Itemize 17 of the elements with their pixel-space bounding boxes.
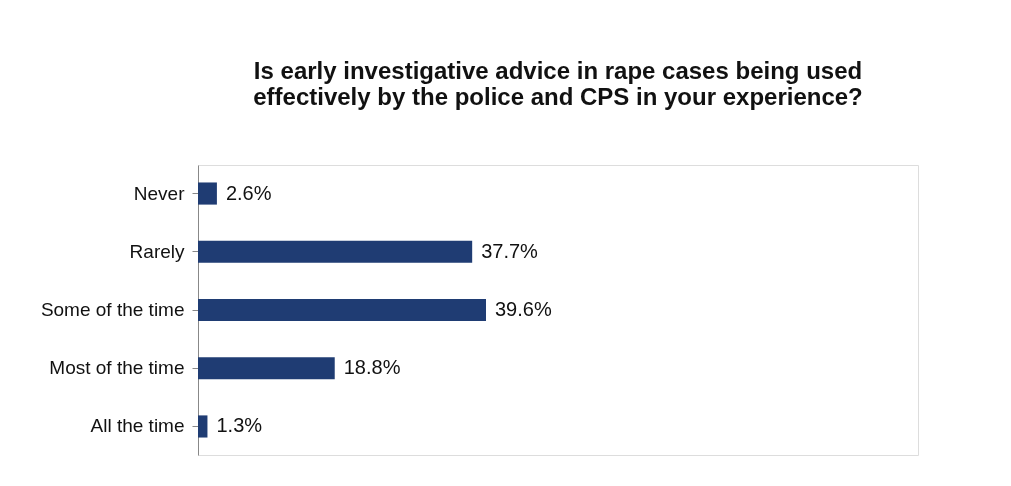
bar	[198, 357, 335, 380]
data-label: 2.6%	[225, 181, 272, 204]
data-label: 18.8%	[343, 356, 401, 379]
bar	[198, 298, 486, 322]
y-tick-label: Never	[133, 182, 186, 204]
text: Is early investigative advice in rape cases being used	[253, 57, 863, 84]
data-label: 1.3%	[216, 414, 263, 437]
bar	[198, 182, 217, 205]
bar	[198, 240, 473, 263]
data-label: 37.7%	[481, 239, 539, 262]
y-tick-label: Rarely	[129, 240, 185, 262]
y-tick-label: Most of the time	[49, 357, 185, 379]
y-tick-label: All the time	[90, 415, 185, 437]
data-label: 39.6%	[495, 298, 552, 320]
y-tick-label: Some of the time	[40, 299, 185, 320]
bar	[198, 415, 208, 438]
text: effectively by the police and CPS in your experience?	[253, 83, 863, 110]
